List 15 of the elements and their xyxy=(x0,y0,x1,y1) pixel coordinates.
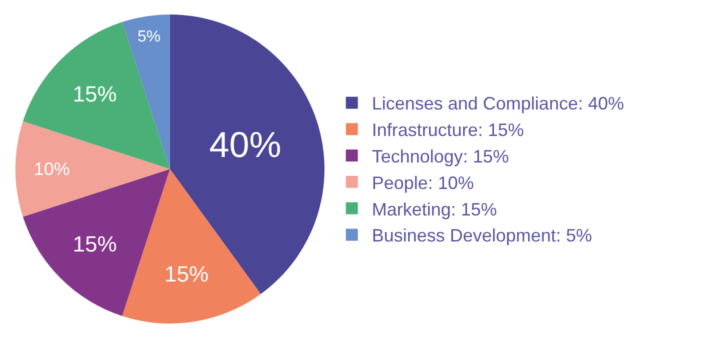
pie-slice xyxy=(16,121,170,217)
data-label: 15% xyxy=(72,232,117,257)
legend-label: Infrastructure: 15% xyxy=(372,120,524,140)
data-label: 5% xyxy=(137,28,161,46)
legend-label: Marketing: 15% xyxy=(372,199,497,220)
legend-label: Licenses and Compliance: 40% xyxy=(372,94,624,114)
legend-label: Business Development: 5% xyxy=(372,226,592,246)
pie-slice xyxy=(122,169,261,324)
data-label: 15% xyxy=(72,81,117,106)
legend-label: People: 10% xyxy=(372,172,474,193)
pie-slice xyxy=(122,14,170,169)
data-label: 15% xyxy=(164,261,209,286)
data-label: 40% xyxy=(209,124,282,166)
data-label: 10% xyxy=(34,159,70,179)
legend-label: Technology: 15% xyxy=(372,146,509,167)
